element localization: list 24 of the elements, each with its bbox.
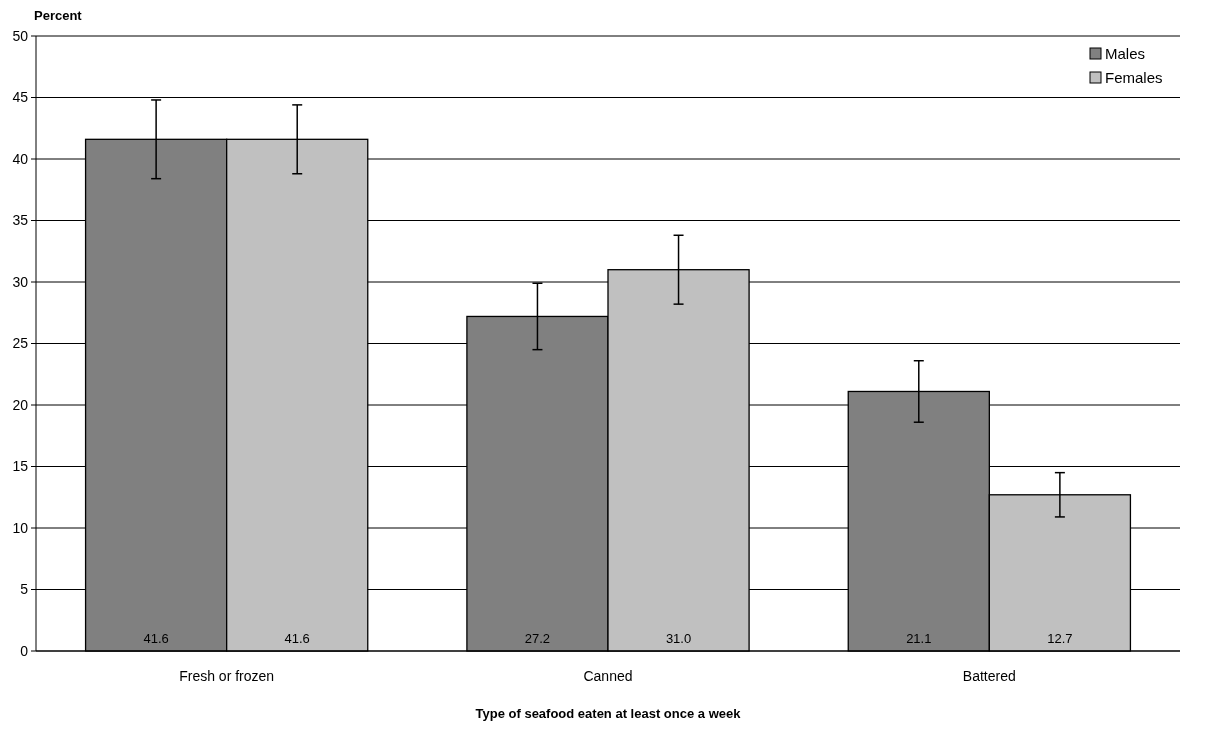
- text: 41.6: [284, 631, 310, 646]
- y-tick-label: 45: [12, 89, 29, 106]
- y-tick-label: 20: [12, 396, 29, 413]
- y-tick-label: 25: [12, 335, 29, 352]
- x-tick-label: Canned: [583, 668, 633, 684]
- text: 31.0: [665, 631, 692, 646]
- y-tick-label: 50: [12, 27, 29, 44]
- y-tick-label: 40: [12, 150, 29, 167]
- x-tick-label: Battered: [962, 668, 1016, 684]
- y-tick-label: 30: [12, 273, 29, 290]
- text: 27.2: [524, 631, 551, 646]
- y-tick-label: 0: [20, 642, 29, 659]
- x-axis-title: Type of seafood eaten at least once a week: [475, 706, 742, 721]
- text: 12.7: [1047, 631, 1073, 646]
- y-tick-label: 35: [12, 212, 29, 229]
- text: 21.1: [906, 631, 932, 646]
- y-axis-title: Percent: [34, 8, 83, 23]
- y-tick-label: 10: [12, 519, 29, 536]
- y-tick-label: 15: [12, 458, 29, 475]
- legend-label: Males: [1105, 45, 1146, 63]
- x-tick-label: Fresh or frozen: [179, 668, 275, 684]
- text: 41.6: [143, 631, 169, 646]
- y-tick-label: 5: [20, 581, 29, 598]
- legend-label: Females: [1105, 69, 1163, 87]
